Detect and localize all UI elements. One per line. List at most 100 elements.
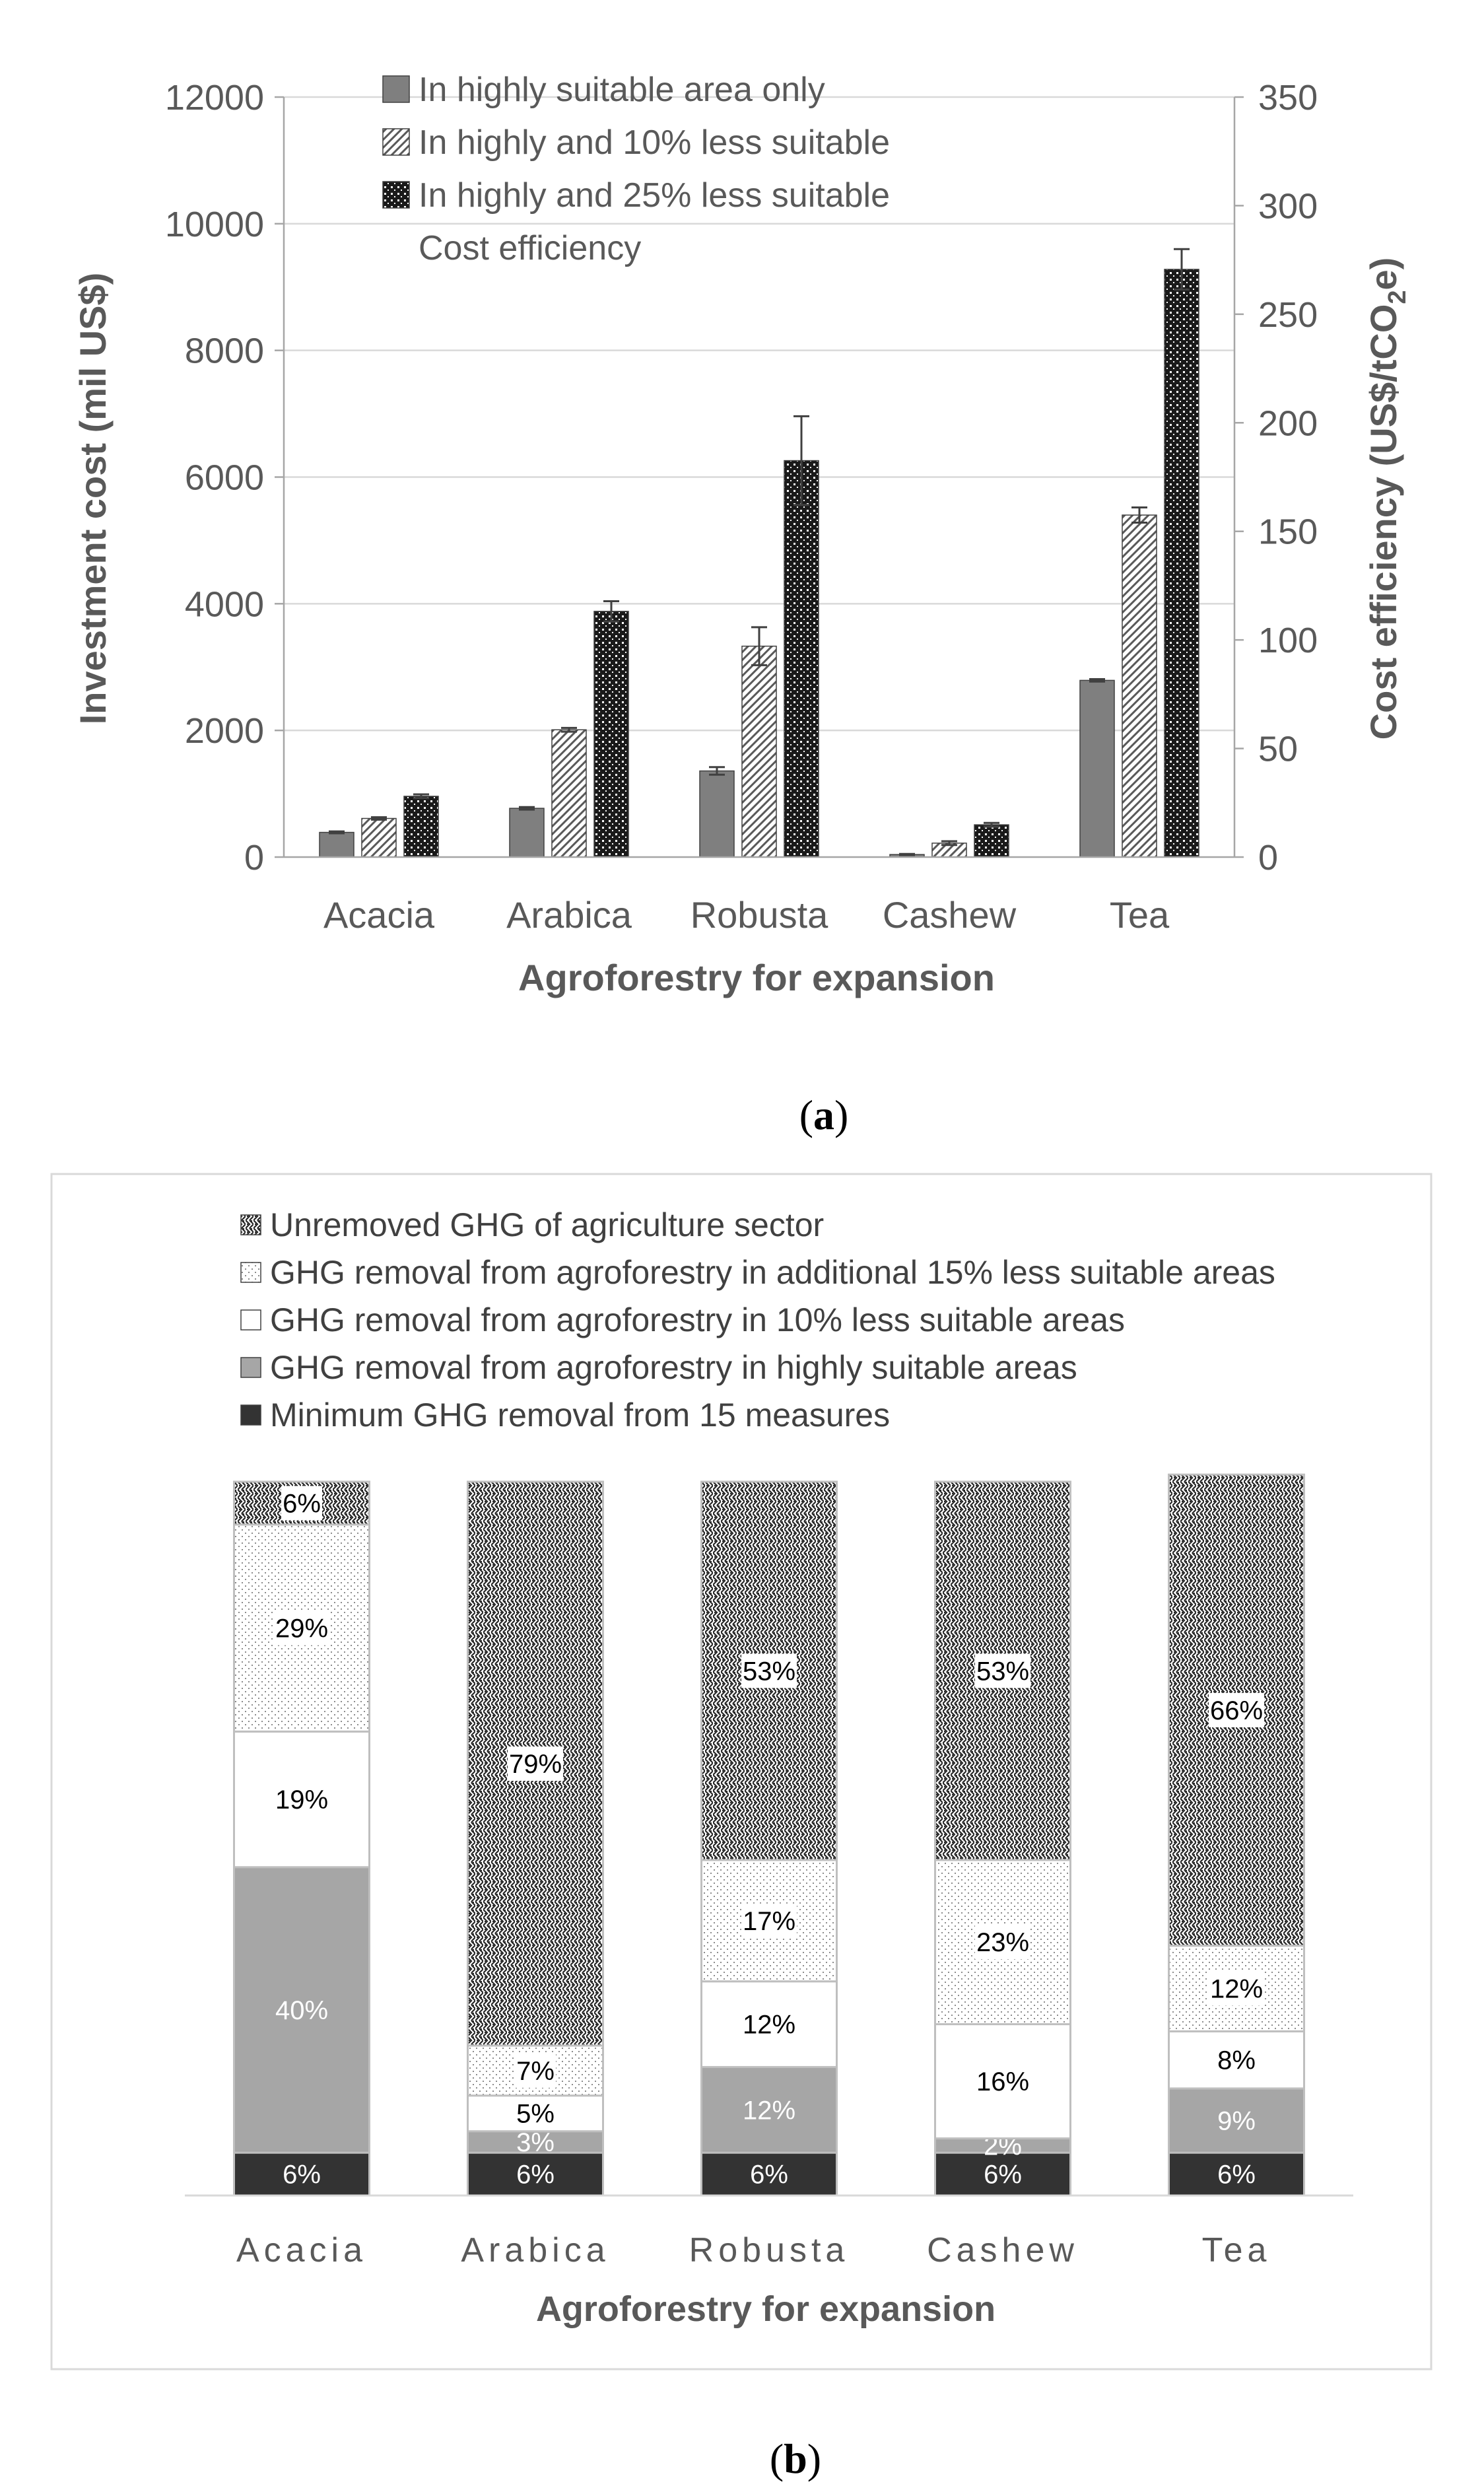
legend-swatch [240, 1214, 261, 1235]
data-label: 17% [743, 1907, 795, 1936]
data-label: 12% [743, 2011, 795, 2040]
stacked-segment [1168, 2030, 1305, 2090]
bar [551, 729, 587, 858]
y-tick-label: 6000 [185, 458, 264, 498]
data-label: 12% [743, 2096, 795, 2125]
y2-tick-label: 250 [1258, 295, 1318, 335]
panel-b-caption: (b) [770, 2435, 821, 2482]
data-label: 66% [1210, 1696, 1263, 1725]
bar [784, 460, 819, 858]
x-tick-label: Cashew [883, 894, 1017, 936]
data-label-background [281, 1486, 322, 1521]
caption-b-close: ) [807, 2435, 821, 2482]
legend-swatch [240, 1357, 261, 1378]
x-tick-label: Acacia [236, 2231, 367, 2269]
panel-b-legend: Unremoved GHG of agriculture sector GHG r… [240, 1206, 1275, 1434]
legend-label-cost-efficiency: Cost efficiency [419, 229, 641, 267]
data-label: 9% [1217, 2106, 1256, 2135]
caption-a-letter: a [813, 1091, 834, 1138]
legend-swatch [382, 128, 410, 156]
panel-a-chart: 0 2000 4000 6000 8000 10000 12000 0 50 100 150 200 2… [72, 71, 1411, 998]
panel-b-bars: 6% 40% 19% 29% 6% 6% 3%5% 7% 79% 6% 12% 12% 17% 53% 6%… [233, 1473, 1305, 2197]
panel-a-x-axis-title: Agroforestry for expansion [518, 957, 995, 998]
x-tick-label: Arabica [506, 894, 632, 936]
bar [1122, 514, 1157, 858]
legend-swatch [382, 75, 410, 103]
stacked-segment [1168, 2087, 1305, 2154]
legend-label: Minimum GHG removal from 15 measures [270, 1397, 890, 1434]
legend-label: In highly and 10% less suitable [419, 123, 890, 162]
y2-tick-label: 150 [1258, 512, 1318, 552]
data-label: 23% [976, 1928, 1029, 1957]
panel-a-axes: 0 2000 4000 6000 8000 10000 12000 0 50 100 150 200 2… [165, 78, 1318, 936]
data-label-background [1209, 1692, 1264, 1727]
data-label: 6% [750, 2161, 788, 2190]
legend-label: GHG removal from agroforestry in 10% les… [270, 1301, 1125, 1338]
stacked-segment [233, 2151, 370, 2197]
y-tick-label: 2000 [185, 711, 264, 751]
y-tick-label: 10000 [165, 205, 264, 244]
data-label-background [274, 1610, 329, 1645]
data-label: 3% [516, 2128, 555, 2157]
data-label: 6% [283, 2161, 321, 2190]
bar [741, 645, 777, 858]
y2-tick-label: 300 [1258, 186, 1318, 226]
legend-swatch [240, 1262, 261, 1283]
stacked-segment [1168, 2151, 1305, 2197]
bar [361, 817, 397, 858]
caption-a-close: ) [834, 1091, 848, 1138]
stacked-segment [700, 1980, 838, 2068]
bar [509, 808, 545, 858]
bar [403, 796, 439, 858]
x-tick-label: Acacia [323, 894, 435, 936]
x-tick-label: Tea [1202, 2231, 1271, 2269]
data-label-background [975, 1925, 1030, 1960]
y2-title-subscript: 2 [1384, 290, 1411, 304]
stacked-segment [700, 2065, 838, 2154]
x-tick-label: Robusta [689, 2231, 850, 2269]
data-label: 53% [976, 1657, 1029, 1686]
data-label: 79% [509, 1750, 562, 1779]
y-tick-label: 4000 [185, 584, 264, 624]
bar [699, 770, 735, 858]
legend-label: In highly and 25% less suitable [419, 176, 890, 215]
panel-a-gridlines [284, 96, 1234, 732]
data-label-background [515, 2053, 556, 2088]
bar [974, 824, 1009, 858]
bar [593, 611, 629, 858]
data-label: 8% [1217, 2046, 1256, 2075]
caption-b-open: ( [770, 2435, 784, 2482]
y2-tick-label: 200 [1258, 403, 1318, 443]
legend-label: Unremoved GHG of agriculture sector [270, 1206, 824, 1243]
x-tick-label: Robusta [691, 894, 828, 936]
panel-b-chart: Unremoved GHG of agriculture sector GHG r… [185, 1206, 1353, 2329]
legend-label: In highly suitable area only [419, 71, 825, 109]
y2-tick-label: 350 [1258, 78, 1318, 118]
caption-b-letter: b [784, 2435, 807, 2482]
data-label: 6% [984, 2161, 1022, 2190]
data-label: 29% [275, 1614, 328, 1643]
data-label-background [1209, 1971, 1264, 2006]
bar [1164, 269, 1199, 858]
stacked-segment [467, 2151, 604, 2197]
data-label: 6% [516, 2161, 555, 2190]
bar [319, 831, 354, 858]
panel-a-caption: (a) [799, 1091, 849, 1138]
data-label: 16% [976, 2067, 1029, 2096]
data-label: 6% [283, 1489, 321, 1518]
y2-title-part1: Cost efficiency (US$/tCO [1363, 304, 1404, 740]
x-tick-label: Tea [1110, 894, 1170, 936]
stacked-segment [233, 1730, 370, 1869]
panel-a-bars [319, 248, 1199, 858]
caption-a-open: ( [799, 1091, 813, 1138]
panel-b-axes: Acacia Arabica Robusta Cashew Tea [185, 2194, 1353, 2269]
data-label: 7% [516, 2057, 555, 2086]
data-label: 53% [743, 1657, 795, 1686]
y2-tick-label: 100 [1258, 621, 1318, 660]
data-label-background [508, 1746, 563, 1781]
data-label-background [741, 1653, 797, 1688]
legend-label: GHG removal from agroforestry in additio… [270, 1254, 1275, 1291]
panel-a-y-axis-title: Investment cost (mil US$) [72, 273, 114, 725]
panel-a-legend: In highly suitable area only In highly an… [382, 71, 890, 267]
